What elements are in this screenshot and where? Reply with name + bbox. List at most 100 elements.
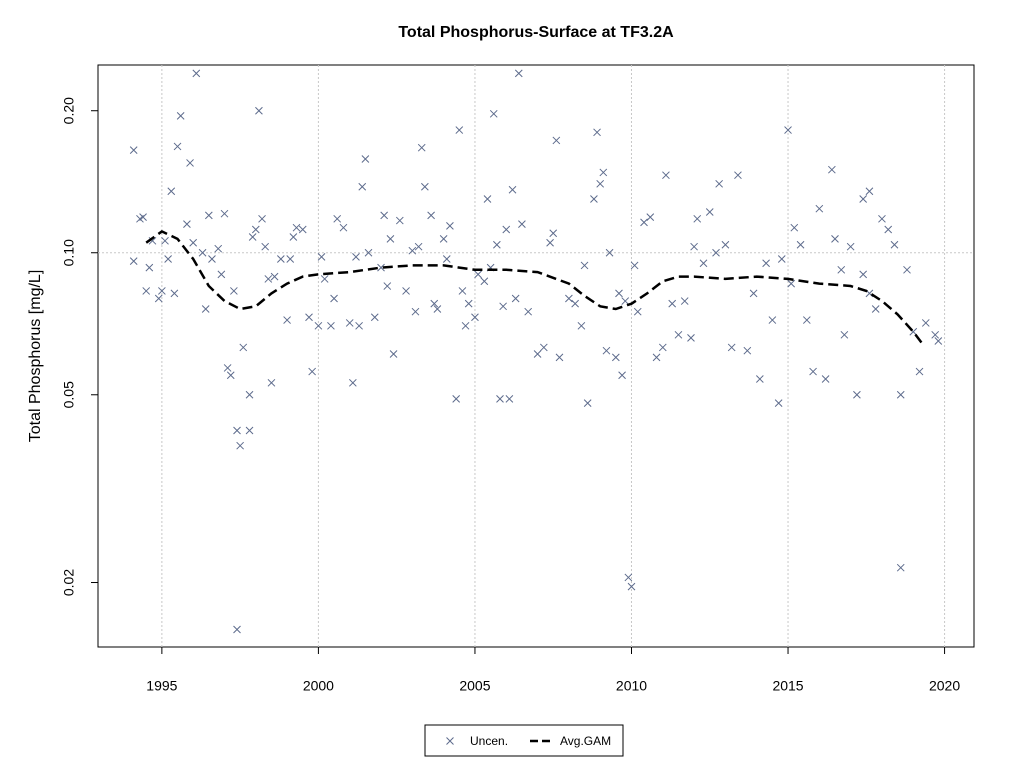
data-point <box>831 235 839 243</box>
data-point <box>674 330 683 339</box>
data-point <box>220 209 229 218</box>
data-point <box>201 305 210 313</box>
data-point <box>129 146 138 154</box>
data-point <box>721 240 730 249</box>
data-point <box>305 313 313 322</box>
data-point <box>395 216 404 225</box>
data-point <box>652 353 661 362</box>
data-point <box>630 261 639 270</box>
data-point <box>217 270 226 279</box>
data-point <box>377 263 385 272</box>
data-point <box>208 255 216 263</box>
data-point <box>267 378 276 387</box>
data-point <box>189 238 198 247</box>
data-point <box>292 223 301 232</box>
data-point <box>330 294 338 303</box>
data-point <box>640 218 648 227</box>
y-tick-label: 0.10 <box>61 239 77 266</box>
data-point <box>590 195 598 203</box>
data-point <box>493 240 501 249</box>
data-point <box>226 371 235 380</box>
y-tick-label: 0.20 <box>61 97 77 124</box>
data-point <box>734 171 742 180</box>
x-tick-label: 2000 <box>303 678 334 694</box>
data-point <box>837 265 846 274</box>
data-point <box>248 233 257 241</box>
data-point <box>828 165 836 174</box>
data-point <box>298 225 307 234</box>
data-point <box>524 307 533 316</box>
y-axis-title: Total Phosphorus [mg/L] <box>27 270 44 443</box>
data-point <box>276 255 285 263</box>
data-point <box>624 573 633 582</box>
data-point <box>802 316 811 324</box>
data-point <box>565 294 573 303</box>
data-point <box>204 211 213 220</box>
data-point <box>605 248 614 257</box>
data-point <box>386 235 395 243</box>
data-point <box>245 426 254 435</box>
data-point <box>687 334 695 342</box>
data-point <box>239 343 248 352</box>
data-point <box>571 299 579 308</box>
y-tick-label: 0.05 <box>61 381 77 408</box>
data-point <box>339 223 348 232</box>
data-point <box>774 399 783 407</box>
data-point <box>452 395 461 403</box>
data-point <box>846 242 855 251</box>
data-point <box>183 220 191 228</box>
data-point <box>749 289 758 298</box>
data-point <box>417 143 426 152</box>
data-point <box>821 375 830 383</box>
data-point <box>621 297 630 305</box>
data-point <box>139 213 147 221</box>
data-point <box>546 238 554 247</box>
data-point <box>690 242 698 251</box>
data-point <box>611 353 620 362</box>
data-point <box>471 313 479 322</box>
data-point <box>712 248 720 257</box>
plot-frame <box>97 64 975 648</box>
data-point <box>361 155 370 163</box>
data-point <box>871 305 880 313</box>
data-point <box>549 229 558 238</box>
data-point <box>502 225 511 234</box>
data-point <box>859 270 868 279</box>
data-point <box>815 204 824 213</box>
data-point <box>167 187 176 196</box>
data-point <box>370 313 379 322</box>
data-point <box>777 255 786 263</box>
data-point <box>408 246 417 255</box>
data-point <box>173 142 182 151</box>
data-point <box>511 294 520 303</box>
data-point <box>602 346 611 355</box>
data-point <box>308 367 317 376</box>
data-point <box>934 337 943 345</box>
data-point <box>233 426 241 435</box>
data-point <box>514 69 523 78</box>
data-point <box>555 353 564 362</box>
data-point <box>170 289 179 298</box>
data-point <box>327 321 335 330</box>
data-point <box>508 185 517 194</box>
data-point <box>264 275 273 283</box>
data-point <box>615 289 623 298</box>
data-point <box>455 126 464 134</box>
data-point <box>442 255 451 263</box>
data-point <box>865 187 874 196</box>
data-point <box>633 307 642 316</box>
y-tick-label: 0.02 <box>61 569 77 596</box>
data-point <box>430 299 439 308</box>
data-point <box>483 195 492 203</box>
data-point <box>414 242 423 251</box>
data-point <box>884 225 893 234</box>
data-point <box>705 208 714 216</box>
data-point <box>251 225 260 234</box>
data-point <box>743 346 752 355</box>
data-point <box>176 112 185 120</box>
chart-title: Total Phosphorus-Surface at TF3.2A <box>398 24 674 41</box>
x-tick-label: 2020 <box>929 678 960 694</box>
data-point <box>446 222 454 230</box>
data-point <box>383 282 392 290</box>
data-point <box>192 69 201 78</box>
